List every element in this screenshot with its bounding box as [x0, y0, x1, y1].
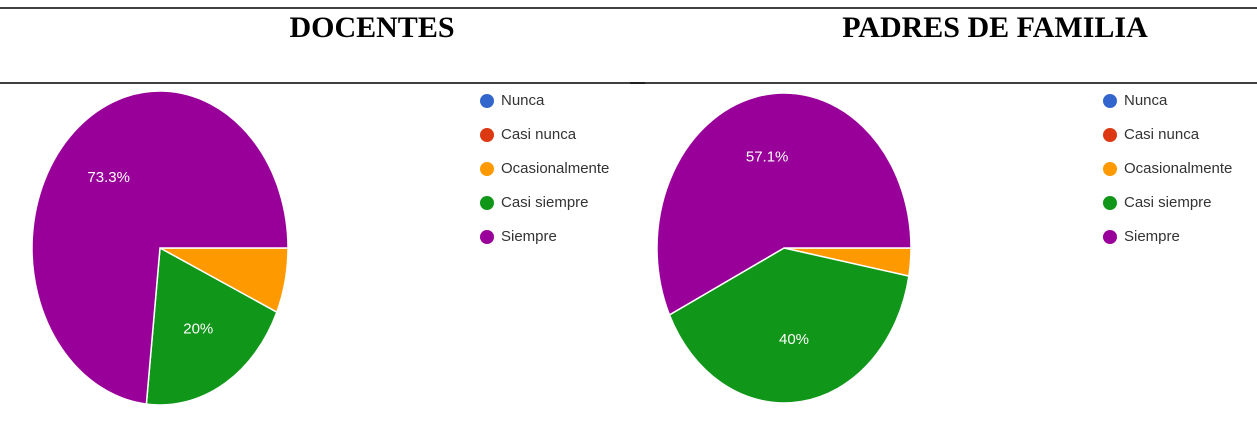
legend-label: Siempre: [1124, 228, 1180, 245]
legend-label: Nunca: [501, 92, 545, 109]
legend-swatch: [480, 94, 494, 108]
pie-slice: [145, 246, 278, 406]
legend-label: Siempre: [501, 228, 557, 245]
legend-swatch: [1103, 128, 1117, 142]
slice-label: 73.3%: [87, 169, 130, 186]
legend-swatch: [480, 128, 494, 142]
legend-label: Casi nunca: [1124, 126, 1200, 143]
legend-label: Nunca: [1124, 92, 1168, 109]
legend-label: Ocasionalmente: [1124, 160, 1232, 177]
legend-swatch: [480, 162, 494, 176]
slice-label: 57.1%: [746, 148, 789, 165]
slice-label: 20%: [183, 321, 213, 338]
legend-swatch: [480, 230, 494, 244]
legend-swatch: [1103, 162, 1117, 176]
legend-label: Casi siempre: [501, 194, 589, 211]
chart-title: PADRES DE FAMILIA: [842, 11, 1148, 44]
pie-slice: [656, 92, 912, 316]
pie-slice: [668, 247, 910, 404]
legend-label: Ocasionalmente: [501, 160, 609, 177]
chart-title: DOCENTES: [289, 11, 454, 44]
pie-slice: [31, 90, 289, 405]
legend-label: Casi nunca: [501, 126, 577, 143]
slice-label: 40%: [779, 331, 809, 348]
legend-swatch: [480, 196, 494, 210]
legend-swatch: [1103, 230, 1117, 244]
legend-swatch: [1103, 94, 1117, 108]
legend-label: Casi siempre: [1124, 194, 1212, 211]
legend-swatch: [1103, 196, 1117, 210]
